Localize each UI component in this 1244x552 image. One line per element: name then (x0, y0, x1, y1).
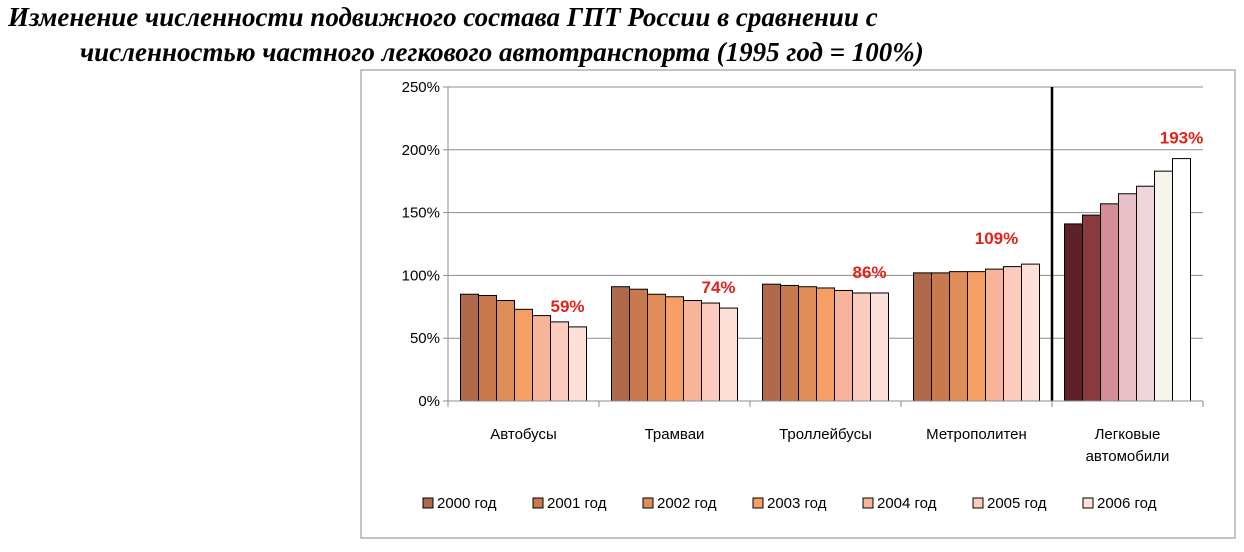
legend-label: 2003 год (767, 495, 827, 512)
bar (1082, 214, 1101, 402)
bar (629, 288, 648, 402)
bar (683, 300, 702, 402)
bar (816, 287, 835, 402)
x-tick-label: автомобили (1086, 448, 1170, 465)
bar (1021, 263, 1040, 402)
y-tick-label: 100% (402, 267, 440, 284)
bar (1003, 266, 1022, 402)
bar (985, 268, 1004, 402)
annotations: 59% 74% 86% 109% 193% (550, 129, 1203, 316)
bar (870, 292, 889, 402)
y-tick-label: 250% (402, 79, 440, 96)
bar (514, 308, 533, 402)
bar (1100, 203, 1119, 402)
bar (647, 293, 666, 402)
legend-swatch (862, 497, 874, 509)
bar (532, 315, 551, 402)
bar (719, 307, 738, 402)
bar (1154, 170, 1173, 402)
chart-title: Изменение численности подвижного состава… (0, 0, 1244, 70)
bar (478, 294, 497, 402)
bar (460, 293, 479, 402)
bar (701, 302, 720, 402)
x-axis: Автобусы Трамваи Троллейбусы Метрополитен Ле… (447, 400, 1204, 465)
title-line-1: Изменение численности подвижного состава… (8, 2, 878, 32)
legend-swatch (972, 497, 984, 509)
legend-swatch (422, 497, 434, 509)
bars (460, 87, 1191, 402)
annotation-label: 109% (975, 229, 1018, 248)
title-line-2: численностью частного легкового автотран… (80, 37, 924, 67)
y-tick-label: 0% (418, 393, 440, 410)
bar (1064, 223, 1083, 402)
y-tick-label: 200% (402, 142, 440, 159)
bar (1172, 158, 1191, 402)
annotation-label: 59% (550, 297, 584, 316)
bar (496, 300, 515, 402)
y-tick-label: 150% (402, 205, 440, 222)
x-tick-label: Легковые (1095, 426, 1161, 443)
chart-frame (360, 69, 1236, 539)
bar (931, 272, 950, 402)
legend-label: 2005 год (987, 495, 1047, 512)
bar (852, 292, 871, 402)
bar (798, 286, 817, 402)
y-tick-label: 50% (410, 330, 440, 347)
legend-label: 2001 год (547, 495, 607, 512)
x-tick-label: Трамваи (645, 426, 705, 443)
bar (967, 271, 986, 402)
annotation-label: 193% (1160, 129, 1203, 148)
y-axis: 0% 50% 100% 150% 200% 250% (402, 79, 449, 410)
bar (1136, 185, 1155, 402)
legend-swatch (642, 497, 654, 509)
legend-label: 2004 год (877, 495, 937, 512)
bar (762, 283, 781, 402)
bar (780, 284, 799, 402)
legend: 2000 год 2001 год 2002 год 2003 год 2004 год… (422, 495, 1157, 512)
x-tick-label: Троллейбусы (779, 426, 872, 443)
x-tick-label: Автобусы (490, 426, 557, 443)
bar (913, 272, 932, 402)
bar (949, 271, 968, 402)
x-tick-label: Метрополитен (926, 426, 1027, 443)
legend-label: 2002 год (657, 495, 717, 512)
bar (550, 321, 569, 402)
bar (665, 296, 684, 402)
annotation-label: 86% (852, 263, 886, 282)
legend-swatch (532, 497, 544, 509)
legend-swatch (1082, 497, 1094, 509)
legend-swatch (752, 497, 764, 509)
bar (611, 286, 630, 402)
legend-label: 2000 год (437, 495, 497, 512)
annotation-label: 74% (701, 278, 735, 297)
bar (1118, 193, 1137, 402)
legend-label: 2006 год (1097, 495, 1157, 512)
bar (568, 326, 587, 402)
bar (834, 289, 853, 402)
